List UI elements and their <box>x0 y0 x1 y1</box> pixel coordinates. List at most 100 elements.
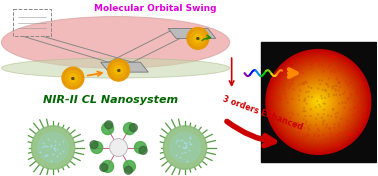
Point <box>297 63 303 65</box>
Point <box>318 95 324 97</box>
Point <box>333 84 339 87</box>
Point <box>336 102 342 105</box>
Point <box>298 82 304 85</box>
Point <box>345 83 352 86</box>
Circle shape <box>297 80 340 124</box>
Point <box>317 105 323 108</box>
Circle shape <box>272 56 365 148</box>
Point <box>333 77 339 80</box>
Point <box>41 144 47 147</box>
Point <box>44 144 50 147</box>
Point <box>326 77 332 80</box>
Point <box>269 95 275 98</box>
Point <box>291 123 297 126</box>
Point <box>302 99 308 101</box>
Circle shape <box>90 141 98 149</box>
Point <box>303 120 309 123</box>
Point <box>320 88 326 91</box>
Point <box>288 59 294 62</box>
Circle shape <box>286 70 351 134</box>
Point <box>37 151 43 153</box>
Point <box>293 121 299 124</box>
Point <box>290 82 296 85</box>
Circle shape <box>284 68 352 136</box>
Point <box>290 71 296 74</box>
Ellipse shape <box>2 58 230 78</box>
Point <box>186 141 192 144</box>
Point <box>322 102 328 105</box>
Point <box>315 87 321 90</box>
Point <box>335 65 341 68</box>
Point <box>296 99 302 102</box>
Point <box>300 138 306 141</box>
Point <box>305 125 311 128</box>
Circle shape <box>129 124 137 132</box>
Point <box>345 97 351 99</box>
Circle shape <box>108 59 130 81</box>
Circle shape <box>100 164 108 171</box>
Point <box>310 61 316 64</box>
Point <box>336 82 342 85</box>
Point <box>343 80 349 83</box>
Point <box>288 72 294 75</box>
Point <box>316 103 322 106</box>
Point <box>328 115 334 117</box>
Circle shape <box>268 51 369 153</box>
Point <box>355 88 361 91</box>
Point <box>339 132 345 135</box>
Point <box>290 88 296 91</box>
Point <box>361 82 367 85</box>
Point <box>336 81 342 84</box>
Point <box>316 134 322 137</box>
Point <box>289 111 295 114</box>
Point <box>306 128 312 131</box>
Point <box>300 72 306 74</box>
Point <box>42 145 48 147</box>
Point <box>323 126 329 129</box>
Point <box>177 138 183 141</box>
Point <box>355 106 361 108</box>
Circle shape <box>276 59 361 145</box>
Circle shape <box>297 81 339 123</box>
Circle shape <box>277 61 359 143</box>
Point <box>282 92 288 95</box>
Circle shape <box>269 52 368 152</box>
Circle shape <box>315 99 322 105</box>
Point <box>276 81 282 84</box>
Point <box>274 86 280 89</box>
Point <box>325 114 331 117</box>
Point <box>283 68 289 71</box>
Point <box>347 93 353 95</box>
Circle shape <box>279 63 358 141</box>
Point <box>313 124 319 126</box>
Point <box>319 79 325 82</box>
Point <box>272 90 278 93</box>
Point <box>303 135 309 138</box>
Point <box>301 81 307 84</box>
Point <box>308 67 314 70</box>
Point <box>289 98 295 100</box>
Point <box>173 140 179 143</box>
Point <box>285 111 291 114</box>
Circle shape <box>318 101 319 103</box>
Point <box>60 140 66 143</box>
Circle shape <box>91 142 103 153</box>
Point <box>332 68 338 71</box>
Circle shape <box>62 67 84 89</box>
Point <box>348 123 354 126</box>
Circle shape <box>307 91 330 113</box>
Point <box>304 102 310 105</box>
Point <box>45 137 51 140</box>
Point <box>291 74 297 77</box>
Point <box>336 122 342 125</box>
Circle shape <box>310 93 327 111</box>
Point <box>353 70 359 73</box>
Circle shape <box>287 71 350 133</box>
Circle shape <box>278 62 359 142</box>
Point <box>348 81 354 84</box>
Circle shape <box>295 78 342 125</box>
Circle shape <box>105 121 113 129</box>
Point <box>313 59 319 62</box>
Circle shape <box>308 92 329 112</box>
Point <box>302 115 308 118</box>
